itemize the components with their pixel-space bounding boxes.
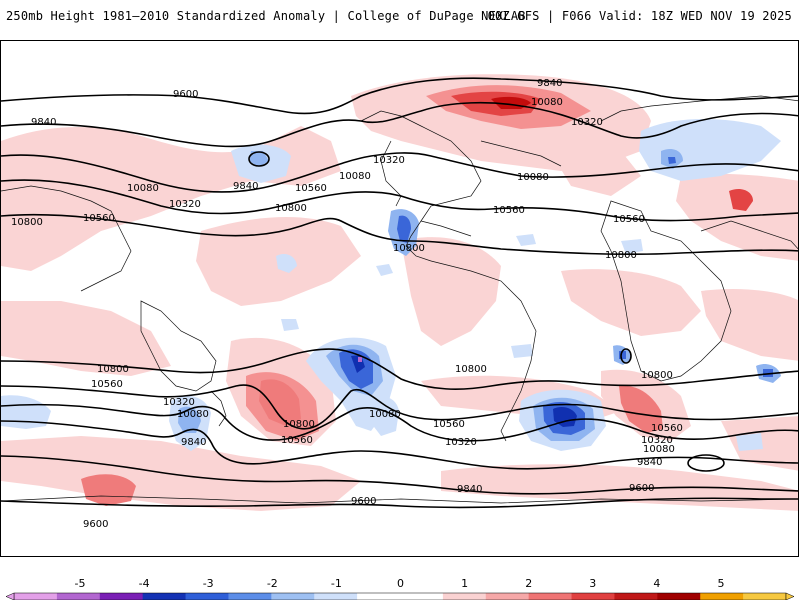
colorbar-tick-label: 5 [717,577,725,590]
colorbar-left-arrow [5,592,15,601]
contour-label: 9840 [181,437,206,448]
colorbar-segment [528,593,573,600]
colorbar-segment [700,593,744,600]
contour-label: 9600 [173,89,198,100]
contour-label: 10560 [433,419,465,430]
contour-label: 10560 [83,213,115,224]
contour-label: 9600 [351,496,376,507]
contour-label: 9840 [457,484,482,495]
contour-label: 10800 [393,243,425,254]
contour-label: 10080 [127,183,159,194]
colorbar-tick-label: -5 [74,577,86,590]
contour-label: 9840 [637,457,662,468]
contour-label: 9600 [629,483,654,494]
contour-label: 10080 [369,409,401,420]
colorbar-segment [485,593,530,600]
colorbar-segment [56,593,101,600]
colorbar-segment [357,593,401,600]
contour-label: 10560 [91,379,123,390]
colorbar-segment [400,593,444,600]
map-canvas: 9600 9840 10080 10320 10560 10800 9840 1… [1,74,798,530]
anomaly-map[interactable]: 9600 9840 10080 10320 10560 10800 9840 1… [0,40,799,557]
contour-label: 10080 [177,409,209,420]
contour-label: 10800 [97,364,129,375]
colorbar-segment [185,593,229,600]
contour-label: 10320 [169,199,201,210]
contour-label: 9840 [537,78,562,89]
colorbar-tick-label: 4 [653,577,661,590]
colorbar-tick-label: -4 [138,577,150,590]
contour-label: 9840 [31,117,56,128]
contour-label: 10080 [643,444,675,455]
colorbar-tick-label: 3 [589,577,597,590]
colorbar-segment [442,593,487,600]
contour-label: 10560 [613,214,645,225]
contour-label: 10800 [283,419,315,430]
colorbar-tick-label: -2 [266,577,278,590]
colorbar-segment [271,593,315,600]
colorbar-tick-label: 0 [397,577,404,590]
colorbar-segment [743,593,787,600]
contour-label: 10560 [493,205,525,216]
contour-label: 10080 [339,171,371,182]
colorbar-segment [614,593,658,600]
contour-label: 10320 [571,117,603,128]
height-contours [1,77,798,509]
colorbar-segments [13,592,787,601]
colorbar-right-arrow [785,592,795,601]
contour-label: 10800 [455,364,487,375]
colorbar-segment [142,593,187,600]
contour-label: 10320 [373,155,405,166]
contour-label: 10080 [517,172,549,183]
colorbar-segment [14,593,58,600]
header: 250mb Height 1981–2010 Standardized Anom… [0,0,800,40]
colorbar-tick-label: -1 [330,577,342,590]
contour-label: 10800 [605,250,637,261]
colorbar-segment [314,593,358,600]
colorbar-segment [99,593,144,600]
chart-title: 250mb Height 1981–2010 Standardized Anom… [6,9,526,23]
colorbar-tick-label: 2 [525,577,533,590]
colorbar-tick-label: -3 [202,577,214,590]
contour-label: 10320 [163,397,195,408]
contour-label: 10080 [531,97,563,108]
contour-labels: 9600 9840 10080 10320 10560 10800 9840 1… [11,78,683,530]
contour-label: 9840 [233,181,258,192]
colorbar-segment [571,593,615,600]
contour-label: 10800 [275,203,307,214]
colorbar-tick-label: 1 [461,577,469,590]
contour-label: 10320 [445,437,477,448]
contour-label: 10560 [295,183,327,194]
contour-label: 10320 [641,435,673,446]
model-run-info: 00Z GFS | F066 Valid: 18Z WED NOV 19 202… [487,9,792,23]
colorbar-segment [657,593,701,600]
contour-label: 9600 [83,519,108,530]
colorbar-segment [228,593,272,600]
contour-label: 10800 [641,370,673,381]
contour-label: 10800 [11,217,43,228]
contour-label: 10560 [651,423,683,434]
contour-label: 10560 [281,435,313,446]
